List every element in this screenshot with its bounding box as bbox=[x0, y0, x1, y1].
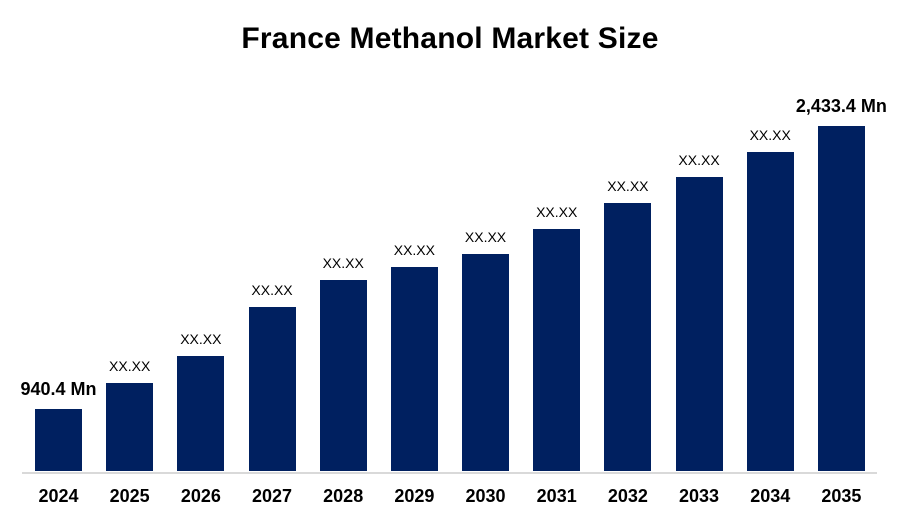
bar-value-label: XX.XX bbox=[607, 177, 649, 194]
x-axis-tick-label: 2029 bbox=[394, 486, 435, 506]
bar bbox=[462, 254, 510, 471]
x-axis-line bbox=[22, 472, 877, 474]
bar bbox=[533, 229, 581, 471]
x-axis-labels: 2024 2025 2026 2027 2028 2029 2030 2031 2032 2033… bbox=[35, 486, 865, 507]
bar-column: XX.XX bbox=[390, 241, 438, 471]
x-axis-tick-label: 2032 bbox=[607, 486, 648, 506]
bar-column: XX.XX bbox=[604, 177, 652, 471]
bar bbox=[106, 383, 154, 471]
bar-value-label: XX.XX bbox=[464, 228, 507, 245]
bar bbox=[248, 307, 296, 471]
bar-value-label: 940.4 Mn bbox=[20, 379, 97, 400]
bar-column: XX.XX bbox=[675, 151, 723, 471]
bar-value-label: XX.XX bbox=[251, 281, 293, 298]
bar bbox=[35, 409, 82, 471]
plot-area: 940.4 Mn XX.XX XX.XX XX.XX XX.XX XX.XX XX.XX XX… bbox=[20, 0, 887, 471]
chart-title: France Methanol Market Size bbox=[241, 22, 659, 55]
x-axis-tick-label: 2033 bbox=[679, 486, 720, 506]
bar-column: XX.XX bbox=[177, 330, 225, 471]
bar-value-label: XX.XX bbox=[180, 330, 222, 347]
x-axis-tick-label: 2026 bbox=[180, 486, 221, 506]
bar-column: XX.XX bbox=[248, 281, 296, 471]
bar-column: XX.XX bbox=[462, 228, 510, 471]
x-axis-tick-label: 2031 bbox=[536, 486, 577, 506]
bar bbox=[604, 203, 652, 471]
bar-column: 940.4 Mn bbox=[20, 379, 97, 471]
bar-value-label: XX.XX bbox=[109, 357, 151, 374]
x-axis-tick-label: 2034 bbox=[750, 486, 791, 506]
bar bbox=[817, 126, 865, 471]
x-axis-tick-label: 2025 bbox=[109, 486, 150, 506]
bar-value-label: XX.XX bbox=[678, 151, 720, 168]
bar bbox=[746, 152, 794, 471]
bar bbox=[390, 267, 438, 471]
bar-column: XX.XX bbox=[319, 254, 367, 471]
x-axis-tick-label: 2027 bbox=[251, 486, 293, 506]
bar-value-label: 2,433.4 Mn bbox=[795, 96, 887, 117]
bar-value-label: XX.XX bbox=[536, 203, 578, 220]
bar-value-label: XX.XX bbox=[749, 126, 791, 143]
bar bbox=[319, 280, 367, 471]
bar-column: XX.XX bbox=[106, 357, 154, 471]
bar-value-label: XX.XX bbox=[393, 241, 435, 258]
x-axis-tick-label: 2035 bbox=[821, 486, 862, 506]
bar bbox=[177, 356, 225, 471]
bar-value-label: XX.XX bbox=[322, 254, 364, 271]
bar-column: 2,433.4 Mn bbox=[796, 96, 887, 471]
x-axis-tick-label: 2028 bbox=[323, 486, 364, 506]
x-axis-tick-label: 2030 bbox=[465, 486, 506, 506]
bar-column: XX.XX bbox=[533, 203, 581, 471]
bar bbox=[675, 177, 723, 471]
bar-column: XX.XX bbox=[746, 126, 794, 471]
x-axis-tick-label: 2024 bbox=[38, 486, 79, 506]
